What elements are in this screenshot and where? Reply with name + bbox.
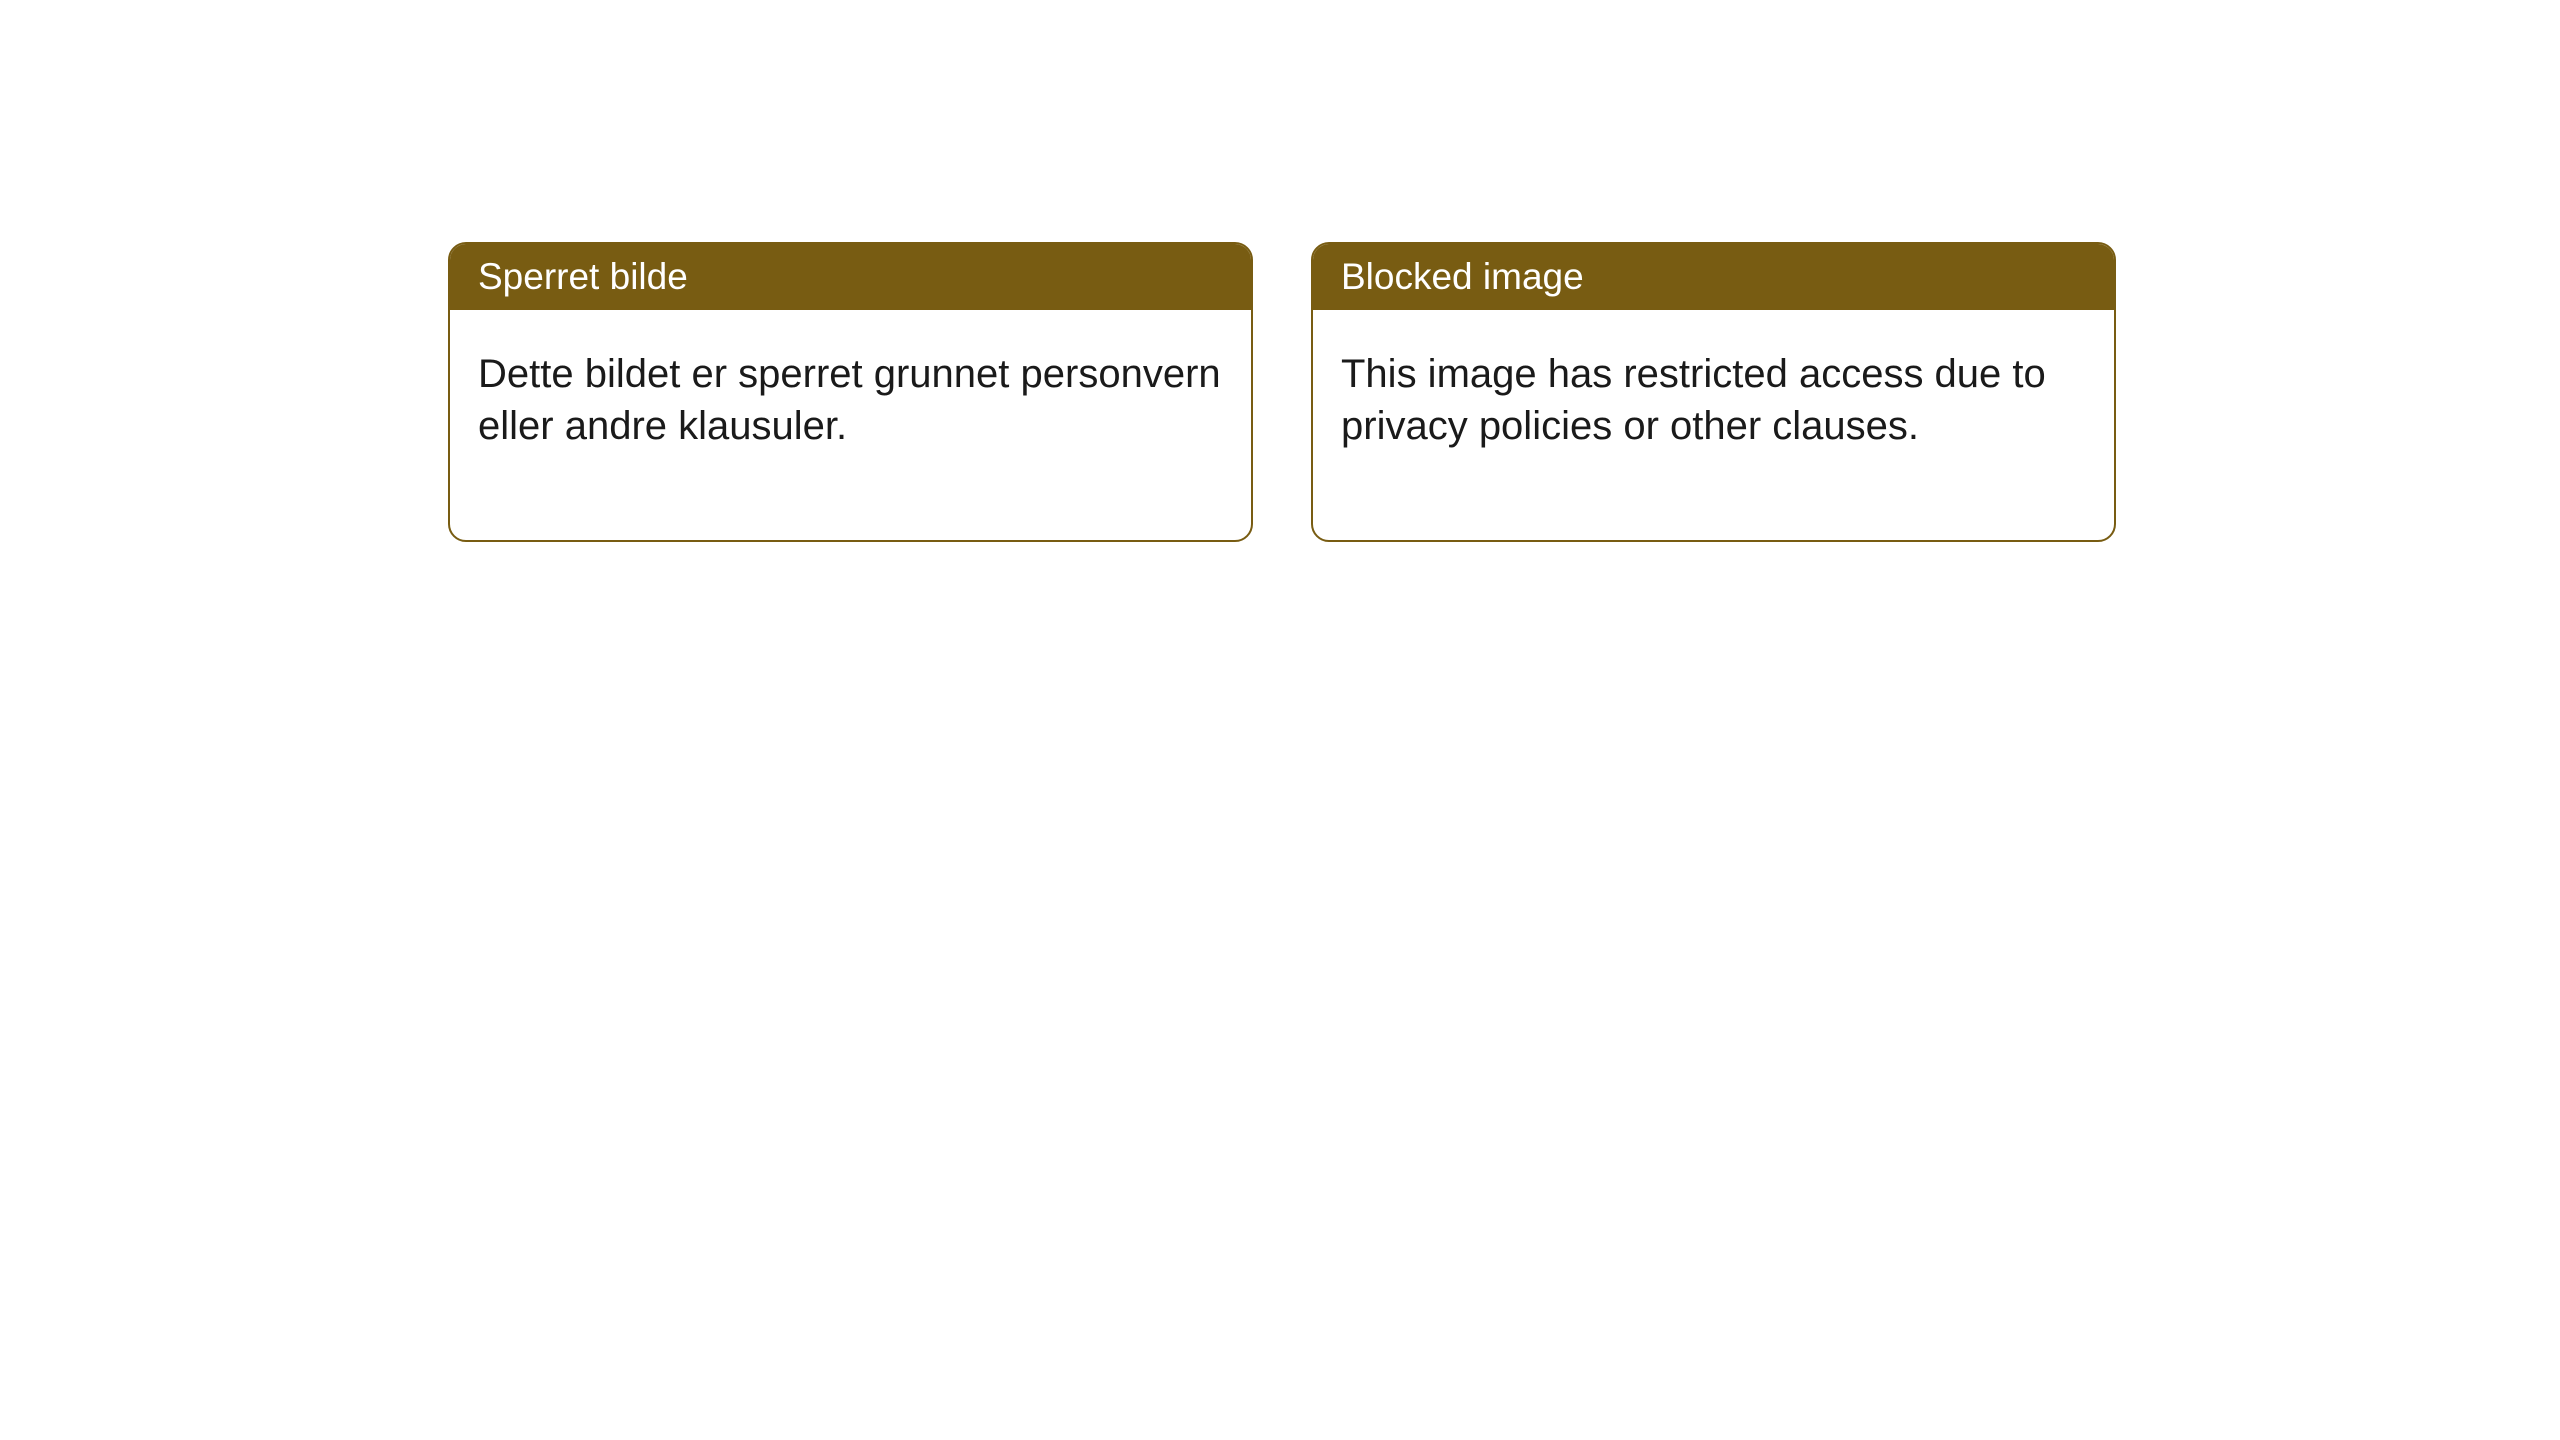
notice-body-english: This image has restricted access due to … (1313, 310, 2114, 540)
notice-header-english: Blocked image (1313, 244, 2114, 310)
notice-container: Sperret bilde Dette bildet er sperret gr… (0, 0, 2560, 542)
notice-card-english: Blocked image This image has restricted … (1311, 242, 2116, 542)
notice-header-norwegian: Sperret bilde (450, 244, 1251, 310)
notice-card-norwegian: Sperret bilde Dette bildet er sperret gr… (448, 242, 1253, 542)
notice-body-norwegian: Dette bildet er sperret grunnet personve… (450, 310, 1251, 540)
